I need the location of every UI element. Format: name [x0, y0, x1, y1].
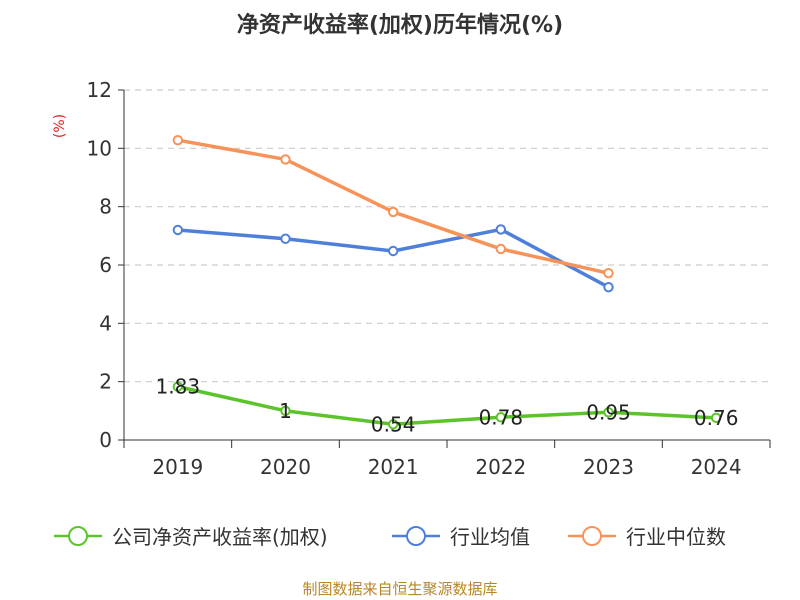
- source-note: 制图数据来自恒生聚源数据库: [302, 580, 497, 598]
- series-1-point: [280, 233, 291, 244]
- x-tick-label: 2019: [152, 455, 203, 479]
- data-label: 1: [279, 399, 292, 423]
- x-tick-label: 2024: [691, 455, 742, 479]
- legend: 公司净资产收益率(加权) 行业均值 行业中位数: [54, 525, 726, 549]
- series-0-point: [387, 419, 399, 430]
- y-tick-label: 4: [99, 311, 112, 335]
- series-2-point: [172, 134, 184, 146]
- y-tick-label: 0: [99, 428, 112, 452]
- grid-lines: [124, 89, 770, 383]
- y-tick-label: 8: [99, 195, 112, 219]
- series-2-point: [603, 267, 614, 279]
- data-label: 0.54: [371, 412, 416, 436]
- y-axis-label: (%): [52, 114, 68, 138]
- legend-marker-2: [582, 526, 602, 546]
- series-0-point: [172, 381, 184, 392]
- y-tick-label: 6: [99, 253, 112, 277]
- legend-marker-1: [406, 526, 426, 546]
- series-line-0: [176, 384, 718, 426]
- data-labels: 1.83 1 0.54 0.78 0.95 0.76: [156, 375, 739, 437]
- x-tick-label: 2023: [583, 455, 634, 479]
- series-0-point: [280, 405, 291, 417]
- legend-label: 公司净资产收益率(加权): [112, 525, 328, 549]
- series-group: [172, 134, 722, 430]
- series-2-point: [280, 154, 291, 165]
- series-1-point: [172, 224, 184, 236]
- data-label: 0.76: [694, 406, 739, 430]
- y-tick-label: 2: [99, 370, 112, 394]
- series-0-point: [603, 407, 614, 418]
- x-tick-label: 2022: [475, 455, 526, 479]
- x-tick-label: 2020: [260, 455, 311, 479]
- axes: 0 2 4 6 8 10 12 2019 2020 2021 2022 2023 2024: [87, 78, 771, 479]
- data-label: 1.83: [156, 375, 201, 399]
- series-2-point: [387, 206, 399, 218]
- x-tick-label: 2021: [368, 455, 419, 479]
- data-label: 0.78: [479, 405, 524, 429]
- chart-title: 净资产收益率(加权)历年情况(%): [237, 12, 563, 38]
- series-1-point: [495, 224, 507, 235]
- legend-marker-0: [68, 526, 88, 546]
- legend-label: 行业中位数: [626, 525, 726, 549]
- series-2-point: [495, 243, 507, 255]
- legend-label: 行业均值: [450, 525, 530, 549]
- y-tick-label: 12: [87, 78, 112, 102]
- series-1-point: [387, 245, 399, 257]
- series-1-point: [603, 281, 614, 293]
- data-label: 0.95: [586, 400, 631, 424]
- y-tick-label: 10: [87, 136, 112, 160]
- series-0-point: [495, 412, 507, 423]
- series-0-point: [710, 412, 722, 424]
